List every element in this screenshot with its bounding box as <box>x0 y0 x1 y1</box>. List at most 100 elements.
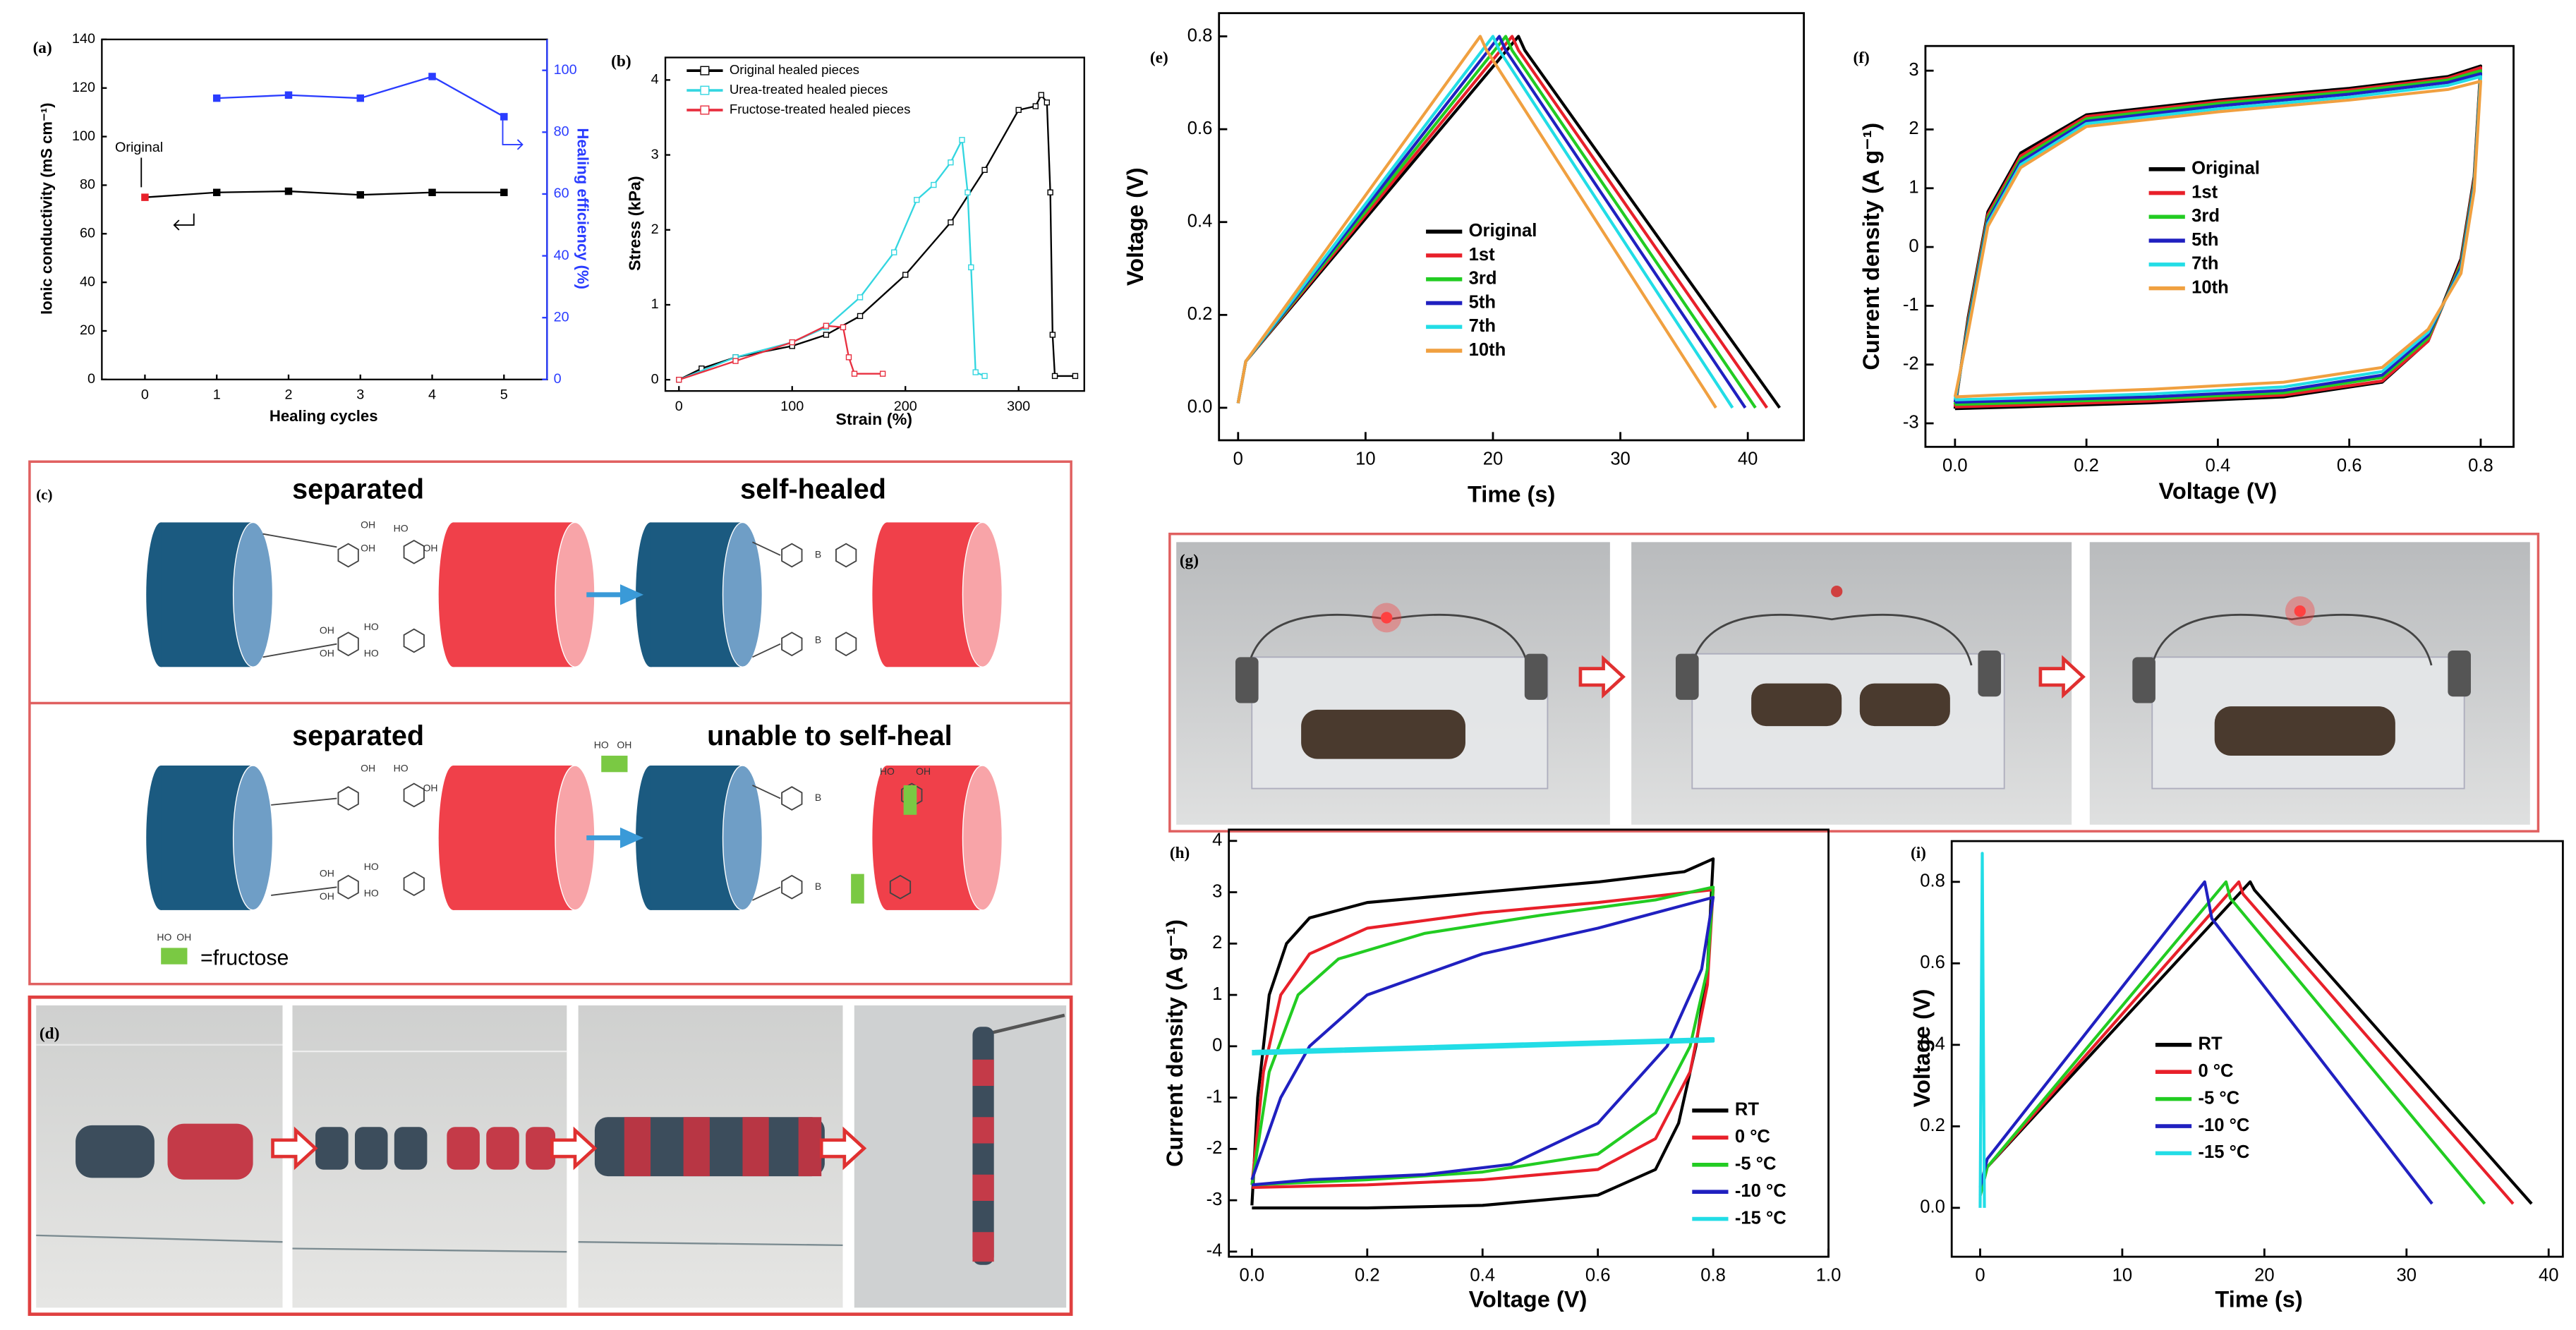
x-tick-label: 1 <box>213 387 221 403</box>
y2-tick-label: 20 <box>554 309 569 325</box>
chem-label: HO <box>364 647 379 658</box>
chem-label: HO <box>364 887 379 898</box>
molecule-ring <box>781 631 803 657</box>
x-tick-label: 5 <box>500 387 508 403</box>
x-tick-label: 200 <box>894 399 917 414</box>
x-tick-label: 40 <box>1738 449 1758 468</box>
y-tick-label: 0.4 <box>1920 1034 1945 1054</box>
x-tick-label: 0.0 <box>1240 1266 1265 1286</box>
y-tick-label: 0 <box>87 371 95 387</box>
molecule-bond <box>752 643 781 658</box>
cylinder-cap <box>722 765 763 911</box>
data-point <box>356 94 364 102</box>
y-tick-label: 20 <box>80 322 95 338</box>
legend-label: 0 °C <box>2198 1061 2233 1081</box>
y-tick-label: -3 <box>1903 413 1919 433</box>
chem-label: OH <box>617 739 631 751</box>
x-tick-label: 0.6 <box>2337 456 2362 476</box>
x-tick-label: 0.2 <box>2074 456 2099 476</box>
legend-label: -15 °C <box>1735 1208 1786 1228</box>
legend-label: RT <box>2198 1034 2222 1054</box>
legend-label: 5th <box>1469 292 1496 312</box>
molecule-ring <box>889 874 912 900</box>
series-line <box>1953 80 2483 399</box>
molecule-ring <box>835 631 857 657</box>
annotation-arrow <box>502 118 524 150</box>
y-axis-label: Current density (A g⁻¹) <box>1858 123 1884 370</box>
legend-label: -5 °C <box>2198 1088 2239 1108</box>
data-point <box>931 181 937 188</box>
y-tick-label: 120 <box>72 80 95 95</box>
cylinder <box>453 765 575 910</box>
chem-label: OH <box>361 542 375 553</box>
y-tick-label: 80 <box>80 177 95 193</box>
chem-label: OH <box>320 624 334 636</box>
legend-label: -10 °C <box>1735 1181 1786 1201</box>
panel-frame <box>28 995 1073 1316</box>
legend-marker <box>700 66 710 75</box>
diagram-title: self-healed <box>740 474 886 505</box>
y-tick-label: 2 <box>1212 933 1222 953</box>
chem-label: HO <box>594 739 609 751</box>
y-tick-label: -3 <box>1207 1190 1223 1209</box>
data-point <box>857 313 864 320</box>
molecule-ring <box>337 786 359 811</box>
y-tick-label: 1 <box>1212 984 1222 1004</box>
photo-details <box>36 1013 1065 1265</box>
y-tick-label: 40 <box>80 274 95 289</box>
x-axis-label: Voltage (V) <box>1469 1286 1588 1312</box>
y-tick-label: 0.4 <box>1187 211 1213 231</box>
x-tick-label: 0.4 <box>2206 456 2231 476</box>
x-tick-label: 0.4 <box>1470 1266 1495 1286</box>
data-point <box>284 91 293 99</box>
data-point <box>1051 373 1058 380</box>
data-point <box>500 188 508 197</box>
photo-details <box>1176 542 2530 825</box>
chem-label: B <box>815 881 821 892</box>
x-axis-label: Strain (%) <box>835 410 912 428</box>
y2-tick-label: 0 <box>554 371 562 387</box>
legend-label: Urea-treated healed pieces <box>730 82 888 97</box>
x-tick-label: 3 <box>356 387 364 403</box>
chem-label: HO <box>394 762 409 773</box>
data-point <box>212 188 221 197</box>
x-axis-label: Time (s) <box>1468 481 1555 507</box>
chem-label: OH <box>320 867 334 878</box>
panel-label: (f) <box>1853 49 1869 67</box>
data-point <box>212 94 221 102</box>
legend-label: 5th <box>2191 230 2218 250</box>
photo <box>854 1005 1067 1308</box>
x-tick-label: 10 <box>2112 1266 2133 1286</box>
plot-frame <box>1950 840 2564 1258</box>
y-tick-label: 0.2 <box>1187 304 1213 324</box>
data-point <box>141 193 149 201</box>
y-tick-label: 0.6 <box>1187 119 1213 138</box>
data-point <box>356 191 364 199</box>
x-tick-label: 2 <box>284 387 292 403</box>
legend-marker <box>700 105 710 115</box>
series-line <box>1250 885 1715 1187</box>
plot-frame <box>1218 12 1806 442</box>
chem-label: OH <box>176 931 191 943</box>
chem-label: B <box>815 634 821 646</box>
molecule-ring <box>337 874 359 900</box>
molecule-ring <box>781 874 803 900</box>
plot-frame <box>101 38 548 381</box>
data-point <box>981 373 988 380</box>
data-point <box>851 370 858 377</box>
chem-label: OH <box>361 762 375 773</box>
molecule-ring <box>337 631 359 657</box>
series-line <box>1236 35 1717 409</box>
process-arrow <box>586 584 644 605</box>
diagram-title: unable to self-heal <box>707 720 952 751</box>
chem-label: OH <box>320 890 334 902</box>
molecule-bond <box>752 541 781 556</box>
legend-label: -10 °C <box>2198 1116 2249 1135</box>
chem-label: OH <box>361 519 375 531</box>
y-axis-label: Voltage (V) <box>1122 167 1148 286</box>
legend-label: Original <box>1469 221 1537 241</box>
y-tick-label: 0.8 <box>1187 25 1213 45</box>
molecule-bond <box>271 797 337 806</box>
y-tick-label: -2 <box>1903 353 1919 373</box>
